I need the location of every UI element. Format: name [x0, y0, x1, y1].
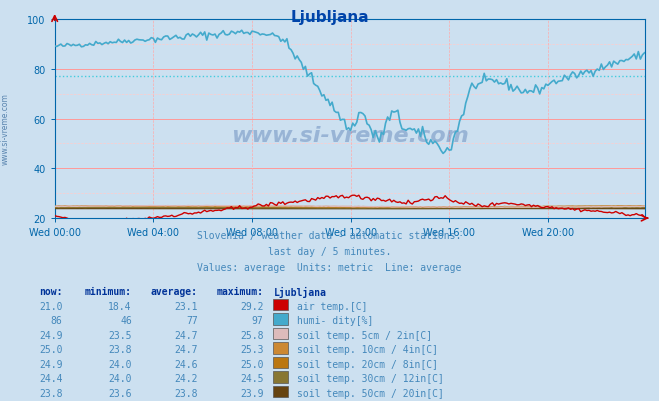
- Text: 24.4: 24.4: [39, 373, 63, 383]
- Text: 23.8: 23.8: [108, 344, 132, 354]
- Text: Ljubljana: Ljubljana: [290, 10, 369, 25]
- Text: 24.2: 24.2: [174, 373, 198, 383]
- Text: 25.0: 25.0: [39, 344, 63, 354]
- Text: Ljubljana: Ljubljana: [273, 287, 326, 298]
- Text: www.si-vreme.com: www.si-vreme.com: [231, 125, 469, 145]
- Text: Slovenia / weather data - automatic stations.: Slovenia / weather data - automatic stat…: [197, 231, 462, 241]
- Text: Values: average  Units: metric  Line: average: Values: average Units: metric Line: aver…: [197, 263, 462, 273]
- Text: 18.4: 18.4: [108, 301, 132, 311]
- Text: average:: average:: [151, 287, 198, 297]
- Text: last day / 5 minutes.: last day / 5 minutes.: [268, 247, 391, 257]
- Text: 24.7: 24.7: [174, 330, 198, 340]
- Text: www.si-vreme.com: www.si-vreme.com: [1, 93, 10, 164]
- Text: 23.8: 23.8: [174, 388, 198, 398]
- Text: 25.3: 25.3: [240, 344, 264, 354]
- Text: soil temp. 20cm / 8in[C]: soil temp. 20cm / 8in[C]: [297, 359, 438, 369]
- Text: 29.2: 29.2: [240, 301, 264, 311]
- Text: soil temp. 30cm / 12in[C]: soil temp. 30cm / 12in[C]: [297, 373, 444, 383]
- Text: 23.6: 23.6: [108, 388, 132, 398]
- Text: minimum:: minimum:: [85, 287, 132, 297]
- Text: 23.1: 23.1: [174, 301, 198, 311]
- Text: 24.9: 24.9: [39, 359, 63, 369]
- Text: 77: 77: [186, 316, 198, 326]
- Text: 23.8: 23.8: [39, 388, 63, 398]
- Text: 24.7: 24.7: [174, 344, 198, 354]
- Text: 25.8: 25.8: [240, 330, 264, 340]
- Text: air temp.[C]: air temp.[C]: [297, 301, 367, 311]
- Text: 86: 86: [51, 316, 63, 326]
- Text: 24.0: 24.0: [108, 373, 132, 383]
- Text: now:: now:: [39, 287, 63, 297]
- Text: soil temp. 5cm / 2in[C]: soil temp. 5cm / 2in[C]: [297, 330, 432, 340]
- Text: maximum:: maximum:: [217, 287, 264, 297]
- Text: 24.5: 24.5: [240, 373, 264, 383]
- Text: 23.5: 23.5: [108, 330, 132, 340]
- Text: 24.0: 24.0: [108, 359, 132, 369]
- Text: soil temp. 50cm / 20in[C]: soil temp. 50cm / 20in[C]: [297, 388, 444, 398]
- Text: 46: 46: [120, 316, 132, 326]
- Text: 21.0: 21.0: [39, 301, 63, 311]
- Text: 24.9: 24.9: [39, 330, 63, 340]
- Text: humi- dity[%]: humi- dity[%]: [297, 316, 373, 326]
- Text: 97: 97: [252, 316, 264, 326]
- Text: 25.0: 25.0: [240, 359, 264, 369]
- Text: 23.9: 23.9: [240, 388, 264, 398]
- Text: soil temp. 10cm / 4in[C]: soil temp. 10cm / 4in[C]: [297, 344, 438, 354]
- Text: 24.6: 24.6: [174, 359, 198, 369]
